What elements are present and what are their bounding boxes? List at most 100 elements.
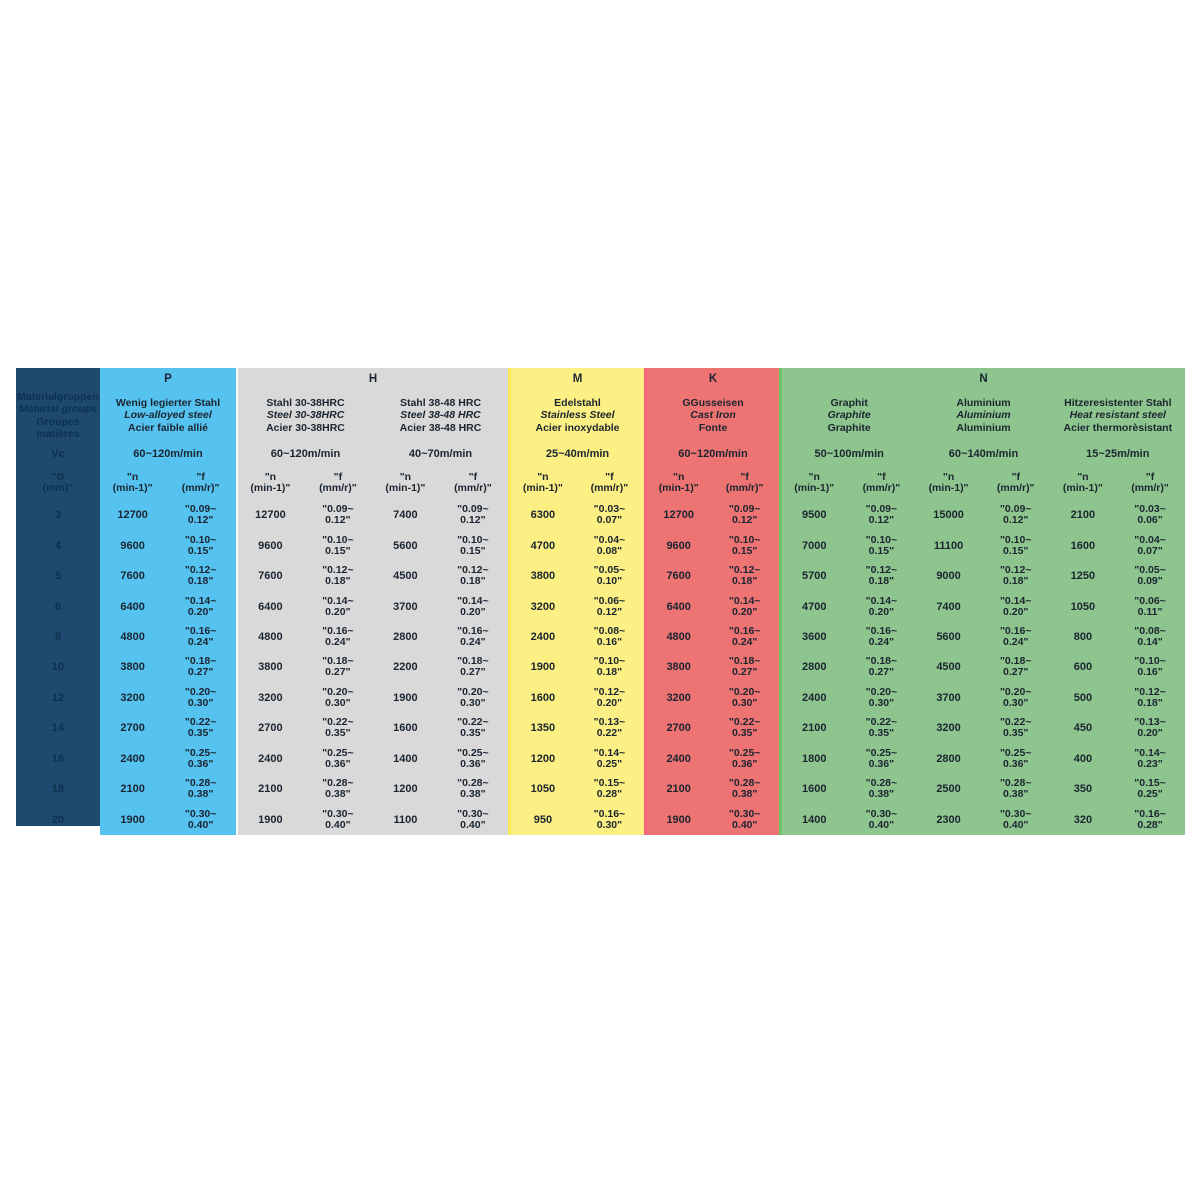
material-name-en: Heat resistant steel (1069, 409, 1166, 422)
n-value: 1200 (393, 783, 418, 796)
material-group-m: M Edelstahl Stainless Steel Acier inoxydabl… (508, 368, 644, 835)
f-value: "0.12~ 0.18" (710, 561, 779, 591)
f-value-line1: "0.14~ (999, 594, 1032, 607)
n-value: 2800 (393, 630, 418, 643)
table-row: 1400 "0.30~ 0.40" (782, 804, 916, 834)
material-name-en: Graphite (827, 409, 871, 422)
f-value-line2: 0.24" (325, 635, 351, 648)
diameter-value: 20 (51, 813, 65, 826)
table-row: 4500 "0.12~ 0.18" (373, 561, 508, 591)
f-value: "0.25~ 0.36" (438, 744, 508, 774)
material-name: Stahl 30-38HRC Steel 30-38HRC Acier 30-38H… (238, 390, 373, 441)
f-value-line2: 0.11" (1137, 605, 1163, 618)
f-value-line2: 0.18" (868, 575, 895, 588)
f-value: "0.10~ 0.15" (846, 530, 916, 560)
f-value: "0.10~ 0.15" (981, 530, 1051, 560)
n-value: 4500 (393, 570, 418, 583)
n-value: 320 (1073, 813, 1093, 826)
n-value: 4800 (666, 630, 691, 643)
cutting-speed: 40~70m/min (408, 447, 473, 460)
table-row: 11100 "0.10~ 0.15" (916, 530, 1050, 560)
table-row: 1600 "0.04~ 0.07" (1051, 530, 1185, 560)
f-value-line1: "0.28~ (322, 777, 354, 790)
material-column: Edelstahl Stainless Steel Acier inoxydable… (511, 390, 644, 835)
n-value: 3800 (666, 661, 691, 674)
f-value: "0.06~ 0.12" (575, 591, 644, 621)
n-value: 4800 (258, 630, 283, 643)
nf-subheader: "n (min-1)" "f (mm/r)" (238, 466, 373, 500)
n-value: 1900 (393, 691, 418, 704)
f-value: "0.28~ 0.38" (846, 774, 916, 804)
title-de: Materialgruppen (17, 390, 99, 403)
f-value: "0.30~ 0.40" (438, 804, 508, 834)
cutting-speed: 25~40m/min (545, 447, 610, 460)
f-value: "0.09~ 0.12" (303, 500, 373, 530)
f-value: "0.14~ 0.20" (846, 591, 916, 621)
f-value-line1: "0.12~ (999, 564, 1032, 577)
f-value-line2: 0.24" (731, 635, 758, 648)
f-value-line2: 0.38" (187, 788, 214, 801)
table-row: 2800 "0.25~ 0.36" (916, 744, 1050, 774)
f-value-line1: "0.20~ (457, 685, 489, 698)
data-rows: 15000 "0.09~ 0.12" 11100 "0.10~ 0.15" 9000 "0.1… (916, 500, 1050, 835)
n-value: 5600 (936, 630, 961, 643)
n-value: 7600 (120, 570, 145, 583)
material-name: GGusseisen Cast Iron Fonte (647, 390, 779, 441)
f-value: "0.10~ 0.15" (710, 530, 779, 560)
table-row: 2100 "0.03~ 0.06" (1051, 500, 1185, 530)
data-rows: 6300 "0.03~ 0.07" 4700 "0.04~ 0.08" 3800 "0.05~… (511, 500, 644, 835)
table-row: 7400 "0.09~ 0.12" (373, 500, 508, 530)
table-row: 9600 "0.10~ 0.15" (238, 530, 373, 560)
f-value: "0.12~ 0.18" (303, 561, 373, 591)
f-value-line2: 0.15" (731, 544, 758, 557)
f-header-line2: (mm/r)" (1131, 482, 1169, 494)
f-value-line1: "0.03~ (593, 503, 626, 516)
f-value-line2: 0.36" (731, 757, 758, 770)
material-column: Aluminium Aluminium Aluminium 60~140m/min "n… (916, 390, 1050, 835)
f-value-line2: 0.20" (187, 605, 214, 618)
f-value: "0.13~ 0.20" (1115, 713, 1185, 743)
table-row: 3600 "0.16~ 0.24" (782, 622, 916, 652)
f-value: "0.25~ 0.36" (303, 744, 373, 774)
f-value-line1: "0.10~ (728, 533, 761, 546)
table-row: 3800 "0.18~ 0.27" (238, 652, 373, 682)
f-value-line2: 0.24" (1003, 635, 1029, 648)
material-name: Wenig legierter Stahl Low-alloyed steel Ac… (100, 390, 236, 441)
f-value: "0.08~ 0.16" (575, 622, 644, 652)
f-value-line1: "0.18~ (999, 655, 1032, 668)
f-value-line1: "0.22~ (457, 716, 489, 729)
n-value: 2400 (530, 630, 556, 643)
f-value: "0.16~ 0.28" (1115, 804, 1185, 834)
material-group-p: P Wenig legierter Stahl Low-alloyed steel A… (100, 368, 236, 835)
f-value-line1: "0.12~ (865, 564, 898, 577)
f-value-line2: 0.24" (868, 635, 895, 648)
f-value: "0.10~ 0.16" (1115, 652, 1185, 682)
diameter-value: 18 (51, 783, 65, 796)
f-value: "0.13~ 0.22" (575, 713, 644, 743)
diameter-row: 3 (16, 500, 100, 530)
table-row: 7600 "0.12~ 0.18" (647, 561, 779, 591)
f-value-line1: "0.12~ (593, 685, 626, 698)
table-row: 2700 "0.22~ 0.35" (238, 713, 373, 743)
f-value: "0.06~ 0.11" (1115, 591, 1185, 621)
table-row: 2400 "0.25~ 0.36" (100, 744, 236, 774)
material-column: GGusseisen Cast Iron Fonte 60~120m/min "n (mi… (647, 390, 779, 835)
table-row: 5700 "0.12~ 0.18" (782, 561, 916, 591)
f-value-line1: "0.14~ (1134, 746, 1166, 759)
f-header: "f (mm/r)" (710, 466, 779, 500)
material-column: Hitzeresistenter Stahl Heat resistant ste… (1051, 390, 1185, 835)
f-value: "0.28~ 0.38" (438, 774, 508, 804)
n-value: 600 (1073, 661, 1093, 674)
diameter-rows: 3 4 5 6 8 10 12 14 16 18 20 (16, 500, 100, 826)
table-row: 1900 "0.10~ 0.18" (511, 652, 644, 682)
table-row: 2100 "0.28~ 0.38" (238, 774, 373, 804)
diameter-value: 14 (51, 722, 65, 735)
n-value: 2400 (258, 752, 283, 765)
f-value: "0.18~ 0.27" (438, 652, 508, 682)
material-name-en: Steel 30-38HRC (266, 409, 345, 422)
table-row: 2400 "0.08~ 0.16" (511, 622, 644, 652)
f-value-line1: "0.10~ (865, 533, 898, 546)
material-groups-title: Materialgruppen Material groups Groupes … (16, 390, 100, 441)
nf-subheader: "n (min-1)" "f (mm/r)" (511, 466, 644, 500)
diameter-value: 10 (51, 661, 65, 674)
